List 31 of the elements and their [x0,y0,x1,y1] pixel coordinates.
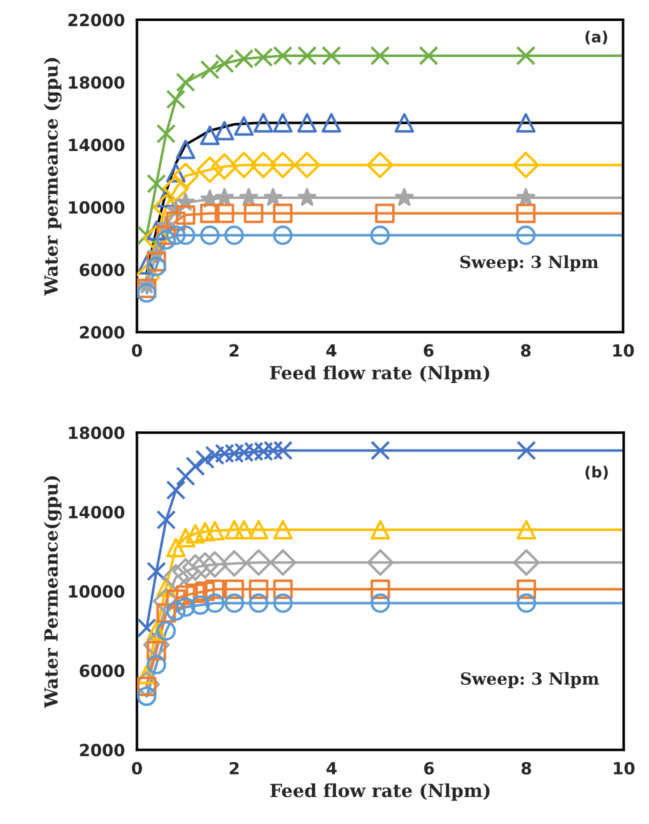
annotation: (a) [585,30,608,44]
x-tick-label: 6 [424,344,434,357]
x-tick-label: 4 [326,344,336,357]
x-tick-label: 4 [326,762,337,774]
y-tick-label: 6000 [80,664,124,678]
x-tick-label: 6 [424,762,434,775]
x-tick-label: 8 [521,344,531,357]
y-tick-label: 18000 [69,426,124,440]
y-tick-label: 6000 [80,264,124,276]
annotation: Sweep: 3 Nlpm [460,672,599,688]
x-tick-label: 0 [132,344,142,357]
y-tick-label: 18000 [69,76,124,89]
y-tick-label: 10000 [69,201,124,214]
x-tick-label: 2 [230,762,239,774]
y-tick-label: 14000 [69,138,124,152]
y-axis-title: Water Permeance(gpu) [44,476,62,708]
x-tick-label: 0 [132,762,142,775]
x-tick-label: 10 [613,344,634,357]
annotation: (b) [586,466,608,480]
x-axis-title: Feed flow rate (Nlpm) [270,783,490,801]
y-tick-label: 2000 [80,326,124,339]
y-axis-title: Water permeance (gpu) [44,58,62,296]
x-axis-title: Feed flow rate (Nlpm) [270,366,490,384]
x-tick-label: 2 [230,344,239,357]
annotation: Sweep: 3 Nlpm [460,255,598,272]
x-tick-label: 10 [614,762,634,775]
y-tick-label: 22000 [68,14,124,26]
x-tick-label: 8 [522,762,532,775]
y-tick-label: 2000 [80,744,124,756]
y-tick-label: 14000 [69,506,124,518]
y-tick-label: 10000 [69,585,124,598]
